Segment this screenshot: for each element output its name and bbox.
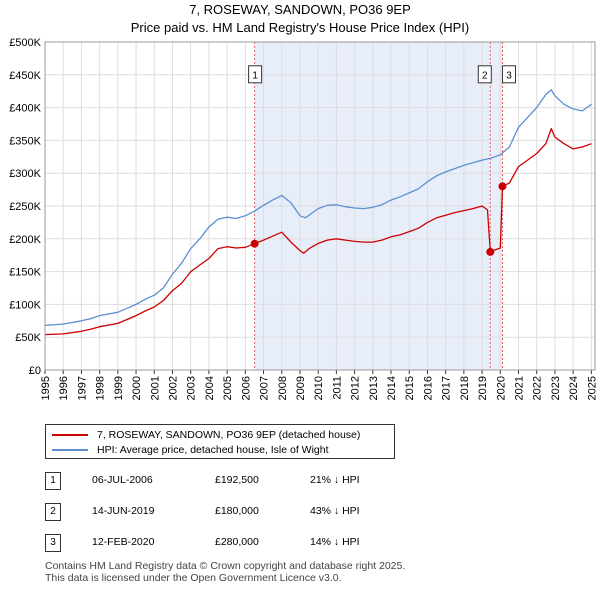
transaction-number: 3 [45,534,61,552]
x-tick-label: 2007 [259,376,271,400]
x-tick-label: 2009 [295,376,307,400]
x-tick-label: 2005 [222,376,234,400]
point-layer [250,182,507,256]
table-row: 2 14-JUN-2019 £180,000 43% ↓ HPI [45,503,465,523]
footer-licence: This data is licensed under the Open Gov… [45,572,342,584]
plot-frame [44,41,596,371]
hpi-line [44,89,592,327]
transaction-hpi-diff: 21% ↓ HPI [310,474,360,486]
legend-label-hpi: HPI: Average price, detached house, Isle… [97,444,329,456]
x-tick-label: 2017 [441,376,453,400]
transaction-hpi-diff: 14% ↓ HPI [310,536,360,548]
legend-swatch-hpi [52,449,88,452]
transaction-point [250,239,259,248]
chart-subtitle: Price paid vs. HM Land Registry's House … [130,20,470,35]
x-tick-label: 2013 [368,376,380,400]
legend-label-price: 7, ROSEWAY, SANDOWN, PO36 9EP (detached … [97,429,361,441]
table-row: 3 12-FEB-2020 £280,000 14% ↓ HPI [45,534,465,554]
x-tick-label: 2020 [495,376,507,400]
x-tick-label: 2023 [550,376,562,400]
transaction-point [486,247,495,256]
marker-layer: 1 2 3 [248,42,516,370]
legend-swatch-price [52,434,88,437]
price-paid-line [44,127,592,336]
x-tick-label: 2021 [514,376,526,400]
y-tick-label: £350K [9,135,41,147]
x-tick-label: 2008 [277,376,289,400]
legend-item-price: 7, ROSEWAY, SANDOWN, PO36 9EP (detached … [52,428,360,442]
grid-layer [44,41,595,371]
y-tick-label: £450K [9,70,41,82]
chart-title: 7, ROSEWAY, SANDOWN, PO36 9EP [189,2,411,17]
x-tick-label: 2010 [313,376,325,400]
y-tick-label: £500K [9,37,41,49]
x-tick-label: 2024 [568,376,580,400]
y-tick-label: £50K [15,332,41,344]
transaction-marker-box [501,65,516,84]
x-tick-label: 1998 [95,376,107,400]
series-layer [44,89,592,336]
transaction-price: £180,000 [215,505,259,517]
legend-item-hpi: HPI: Average price, detached house, Isle… [52,443,329,457]
x-tick-label: 2022 [532,376,544,400]
x-tick-label: 1999 [113,376,125,400]
x-tick-label: 2015 [404,376,416,400]
x-tick-label: 2003 [186,376,198,400]
y-tick-label: £150K [9,267,41,279]
transaction-hpi-diff: 43% ↓ HPI [310,505,360,517]
x-tick-label: 2018 [459,376,471,400]
transaction-marker-box [477,65,492,84]
x-tick-label: 1995 [40,376,52,400]
transaction-price: £192,500 [215,474,259,486]
y-tick-label: £200K [9,234,41,246]
x-tick-label: 2002 [167,376,179,400]
transaction-point [498,182,507,191]
x-tick-label: 2011 [331,376,343,400]
x-tick-label: 2004 [204,376,216,400]
y-tick-label: £250K [9,201,41,213]
x-tick-label: 2019 [477,376,489,400]
x-tick-label: 1996 [58,376,70,400]
x-tick-label: 2012 [350,376,362,400]
x-tick-label: 2025 [586,376,598,400]
y-tick-label: £300K [9,168,41,180]
x-tick-label: 2000 [131,376,143,400]
y-tick-label: £400K [9,103,41,115]
transaction-number: 2 [45,503,61,521]
axis-layer: £0 £50K £100K £150K £200K £250K £300K £350K £400… [9,37,598,400]
table-row: 1 06-JUL-2006 £192,500 21% ↓ HPI [45,472,465,492]
transaction-marker-label: 3 [506,70,512,81]
transaction-date: 06-JUL-2006 [92,474,153,486]
transaction-marker-label: 2 [482,70,488,81]
footer-copyright: Contains HM Land Registry data © Crown c… [45,560,406,572]
legend: 7, ROSEWAY, SANDOWN, PO36 9EP (detached … [45,424,395,459]
x-tick-label: 2001 [149,376,161,400]
x-tick-label: 2016 [422,376,434,400]
x-tick-label: 2014 [386,376,398,400]
transaction-number: 1 [45,472,61,490]
transaction-date: 14-JUN-2019 [92,505,155,517]
y-tick-label: £0 [29,365,41,377]
transaction-marker-box [248,65,263,84]
transaction-marker-label: 1 [252,70,258,81]
transaction-date: 12-FEB-2020 [92,536,155,548]
price-chart: 1 2 3 £0 £50K £100K £150K £200K £250K £300K £350K… [9,37,598,400]
transaction-price: £280,000 [215,536,259,548]
x-tick-label: 1997 [76,376,88,400]
x-tick-label: 2006 [240,376,252,400]
y-tick-label: £100K [9,299,41,311]
